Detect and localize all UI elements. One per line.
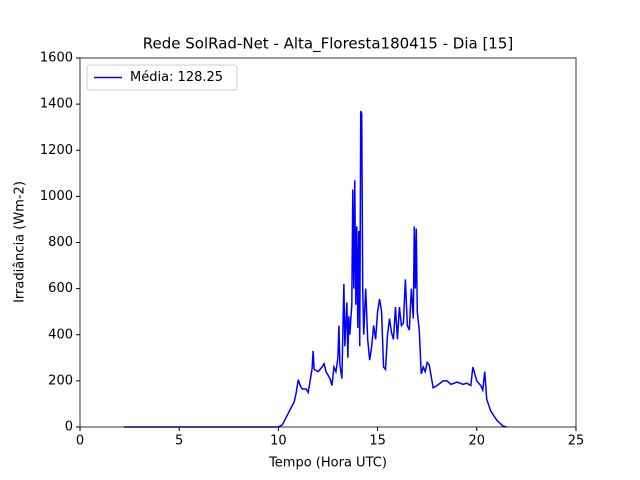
y-tick-label: 1400 — [40, 97, 73, 112]
x-tick-label: 25 — [568, 434, 585, 449]
data-line — [123, 110, 507, 428]
y-tick-label: 1600 — [40, 51, 73, 66]
chart-title: Rede SolRad-Net - Alta_Floresta180415 - … — [143, 35, 513, 54]
y-tick-label: 200 — [48, 373, 73, 388]
y-tick-label: 0 — [65, 420, 73, 435]
y-tick-label: 600 — [48, 281, 73, 296]
legend-box — [86, 64, 238, 91]
x-tick-label: 15 — [369, 434, 386, 449]
y-tick-label: 1000 — [40, 189, 73, 204]
y-tick-label: 400 — [48, 327, 73, 342]
y-axis-label: Irradiância (Wm-2) — [13, 181, 28, 303]
x-tick-label: 10 — [270, 434, 287, 449]
plot-frame — [79, 57, 577, 428]
legend-label: Média: 128.25 — [130, 70, 223, 85]
x-axis-label: Tempo (Hora UTC) — [268, 456, 387, 471]
x-tick-label: 5 — [175, 434, 183, 449]
x-tick-label: 0 — [76, 434, 84, 449]
y-tick-label: 1200 — [40, 143, 73, 158]
y-tick-label: 800 — [48, 235, 73, 250]
x-tick-label: 20 — [469, 434, 486, 449]
